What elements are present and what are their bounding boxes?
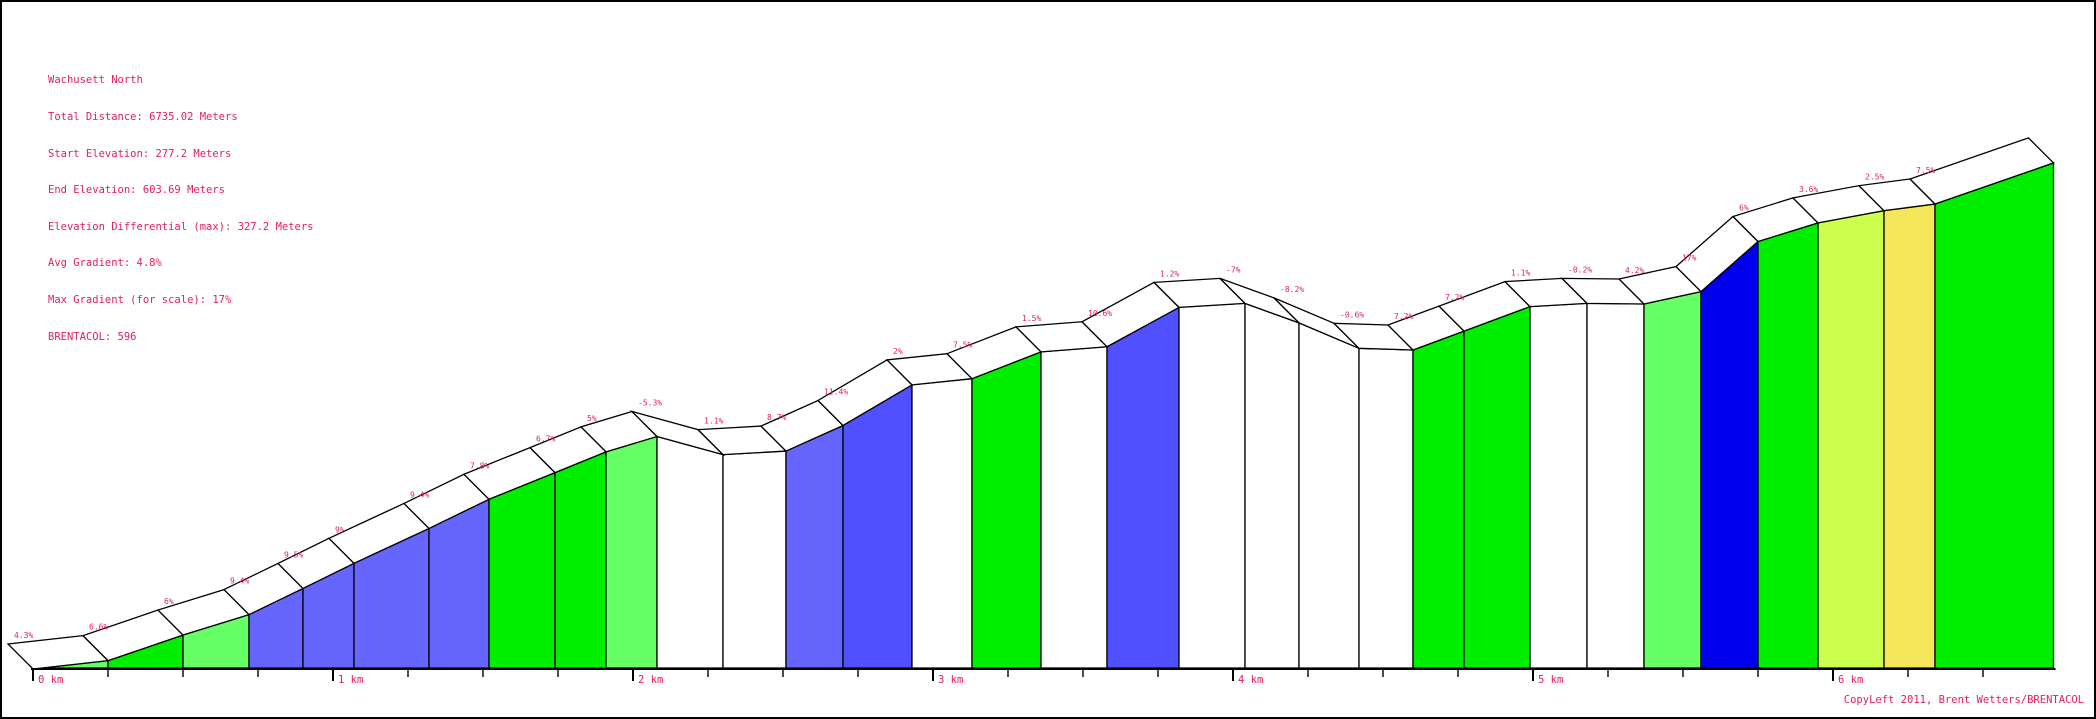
segment-27 xyxy=(1700,240,1759,669)
segment-15 xyxy=(971,350,1042,669)
gradient-label-16: 1.5% xyxy=(1022,314,1041,323)
copyright-text: CopyLeft 2011, Brent Wetters/BRENTACOL xyxy=(1843,694,2084,706)
elevation-differential: Elevation Differential (max): 327.2 Mete… xyxy=(48,220,314,233)
segment-19 xyxy=(1244,302,1300,669)
segment-24 xyxy=(1529,302,1588,669)
band-layer xyxy=(6,137,2055,670)
segment-band-31 xyxy=(1908,137,2055,205)
x-axis: 0 km 1 km 2 km 3 km 4 km 5 km 6 km xyxy=(31,668,2056,686)
x-tick-label-3: 3 km xyxy=(938,674,963,686)
segment-23 xyxy=(1463,305,1531,669)
segment-31 xyxy=(1934,162,2055,669)
segment-17 xyxy=(1106,306,1180,669)
gradient-label-6: 9.4% xyxy=(410,490,429,499)
gradient-label-30: 2.5% xyxy=(1865,173,1884,182)
gradient-label-4: 9.5% xyxy=(284,550,303,559)
gradient-label-17: 10.6% xyxy=(1088,309,1112,318)
gradient-label-13: 11.4% xyxy=(824,387,848,396)
gradient-label-9: 5% xyxy=(587,414,597,423)
route-info-panel: Wachusett North Total Distance: 6735.02 … xyxy=(48,50,314,355)
gradient-label-22: 7.2% xyxy=(1394,312,1413,321)
gradient-label-14: 2% xyxy=(893,347,903,356)
x-tick-label-6: 6 km xyxy=(1838,674,1863,686)
segment-18 xyxy=(1178,302,1246,669)
gradient-label-28: 6% xyxy=(1739,204,1749,213)
gradient-label-10: -5.3% xyxy=(638,399,662,408)
start-elevation: Start Elevation: 277.2 Meters xyxy=(48,147,232,160)
segment-25 xyxy=(1586,302,1645,669)
segments-layer xyxy=(32,162,2055,670)
gradient-label-1: 6.6% xyxy=(89,623,108,632)
gradient-label-25: -0.2% xyxy=(1568,265,1592,274)
max-gradient: Max Gradient (for scale): 17% xyxy=(48,294,232,307)
gradient-label-23: 7.2% xyxy=(1445,293,1464,302)
gradient-label-27: 17% xyxy=(1682,254,1697,263)
segment-14 xyxy=(911,377,973,669)
segment-26 xyxy=(1643,290,1702,669)
gradient-label-20: -8.2% xyxy=(1280,285,1304,294)
gradient-label-24: 1.1% xyxy=(1511,269,1530,278)
gradient-label-26: 4.2% xyxy=(1625,266,1644,275)
gradient-label-5: 9% xyxy=(335,525,345,534)
segment-20 xyxy=(1298,321,1360,669)
segment-30 xyxy=(1883,203,1936,669)
gradient-label-11: 1.1% xyxy=(704,417,723,426)
gradient-label-18: 1.2% xyxy=(1160,269,1179,278)
x-tick-label-4: 4 km xyxy=(1238,674,1263,686)
gradient-label-29: 3.6% xyxy=(1799,185,1818,194)
gradient-label-0: 4.3% xyxy=(14,631,33,640)
segment-10 xyxy=(656,435,724,669)
segment-11 xyxy=(722,450,787,669)
segment-16 xyxy=(1040,346,1108,669)
segment-8 xyxy=(554,450,607,669)
gradient-label-19: -7% xyxy=(1226,265,1241,274)
total-distance: Total Distance: 6735.02 Meters xyxy=(48,111,238,124)
x-tick-label-0: 0 km xyxy=(38,674,63,686)
gradient-labels-layer: 4.3% 6.6% 6% 9.4% 9.5% 9% 9.4% 7.8% 6.7% 5% -5.3% 1… xyxy=(14,166,1935,640)
segment-13 xyxy=(842,383,913,669)
x-tick-label-5: 5 km xyxy=(1538,674,1563,686)
gradient-label-8: 6.7% xyxy=(536,435,555,444)
gradient-label-7: 7.8% xyxy=(470,461,489,470)
gradient-label-31: 7.5% xyxy=(1916,166,1935,175)
segment-22 xyxy=(1412,330,1465,669)
segment-29 xyxy=(1817,209,1885,669)
x-tick-label-2: 2 km xyxy=(638,674,663,686)
segment-7 xyxy=(488,471,556,669)
route-title: Wachusett North xyxy=(48,74,143,87)
gradient-label-2: 6% xyxy=(164,597,174,606)
gradient-label-12: 8.7% xyxy=(767,413,786,422)
segment-9 xyxy=(605,435,658,669)
gradient-label-15: 7.5% xyxy=(953,341,972,350)
end-elevation: End Elevation: 603.69 Meters xyxy=(48,184,226,197)
gradient-label-3: 9.4% xyxy=(230,577,249,586)
brentacol-score: BRENTACOL: 596 xyxy=(48,330,137,343)
segment-28 xyxy=(1757,222,1819,669)
segment-12 xyxy=(785,424,844,669)
avg-gradient: Avg Gradient: 4.8% xyxy=(48,257,162,270)
x-tick-label-1: 1 km xyxy=(338,674,363,686)
gradient-label-21: -0.6% xyxy=(1340,310,1364,319)
segment-21 xyxy=(1358,347,1414,669)
